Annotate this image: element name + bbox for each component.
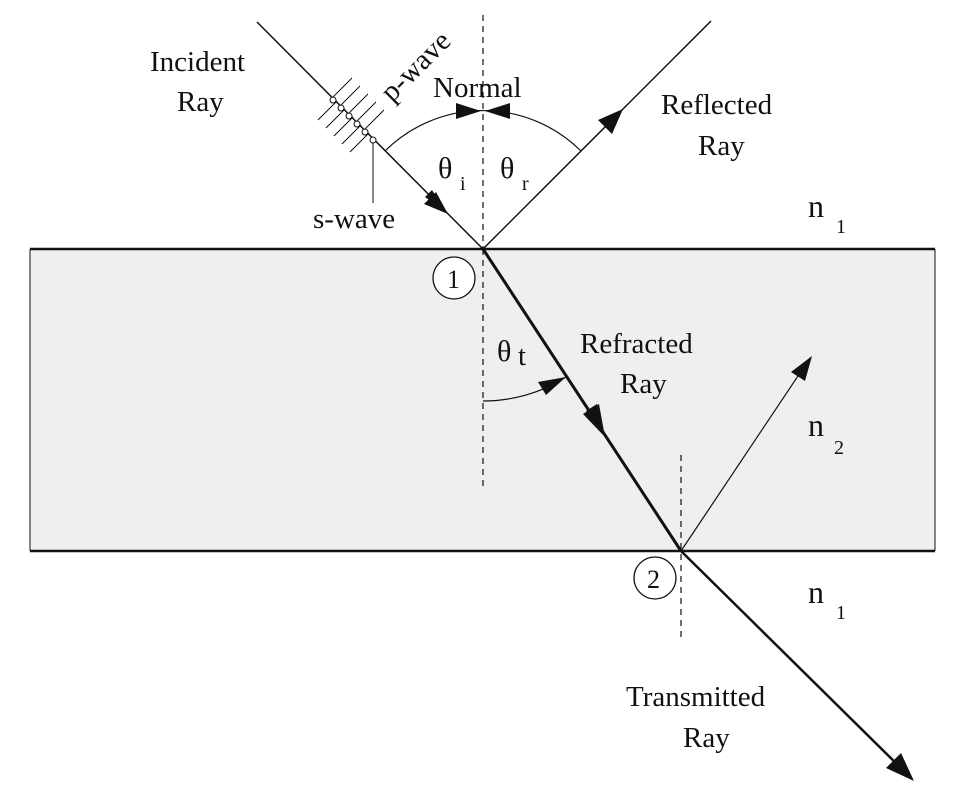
theta-t-subscript: t bbox=[518, 340, 526, 372]
point-1-label: 1 bbox=[447, 265, 460, 294]
reflected-label-line1: Reflected bbox=[661, 89, 773, 121]
s-wave-label: s-wave bbox=[313, 203, 395, 235]
theta-t-symbol: θ bbox=[497, 335, 511, 368]
incident-label-line2: Ray bbox=[177, 86, 224, 118]
n1-bottom-symbol: n bbox=[808, 574, 824, 610]
transmitted-label-line2: Ray bbox=[683, 722, 730, 754]
normal-label: Normal bbox=[433, 72, 522, 104]
n1-top-subscript: 1 bbox=[836, 216, 846, 238]
refracted-label-line2: Ray bbox=[620, 368, 667, 400]
incident-label-line1: Incident bbox=[150, 46, 245, 78]
theta-r-symbol: θ bbox=[500, 152, 514, 185]
theta-i-symbol: θ bbox=[438, 152, 452, 185]
n2-subscript: 2 bbox=[834, 437, 844, 459]
n1-top-symbol: n bbox=[808, 188, 824, 224]
transmitted-label-line1: Transmitted bbox=[626, 681, 766, 713]
reflected-ray bbox=[483, 21, 711, 249]
n2-symbol: n bbox=[808, 407, 824, 443]
point-2-label: 2 bbox=[647, 565, 660, 594]
s-wave-polarization-dots bbox=[330, 97, 376, 143]
theta-r-subscript: r bbox=[522, 173, 529, 195]
reflected-label-line2: Ray bbox=[698, 130, 745, 162]
n1-bottom-subscript: 1 bbox=[836, 602, 846, 624]
refracted-label-line1: Refracted bbox=[580, 328, 693, 360]
theta-i-subscript: i bbox=[460, 173, 466, 195]
normal-arrow-right bbox=[485, 103, 510, 119]
normal-arrow-left bbox=[456, 103, 481, 119]
